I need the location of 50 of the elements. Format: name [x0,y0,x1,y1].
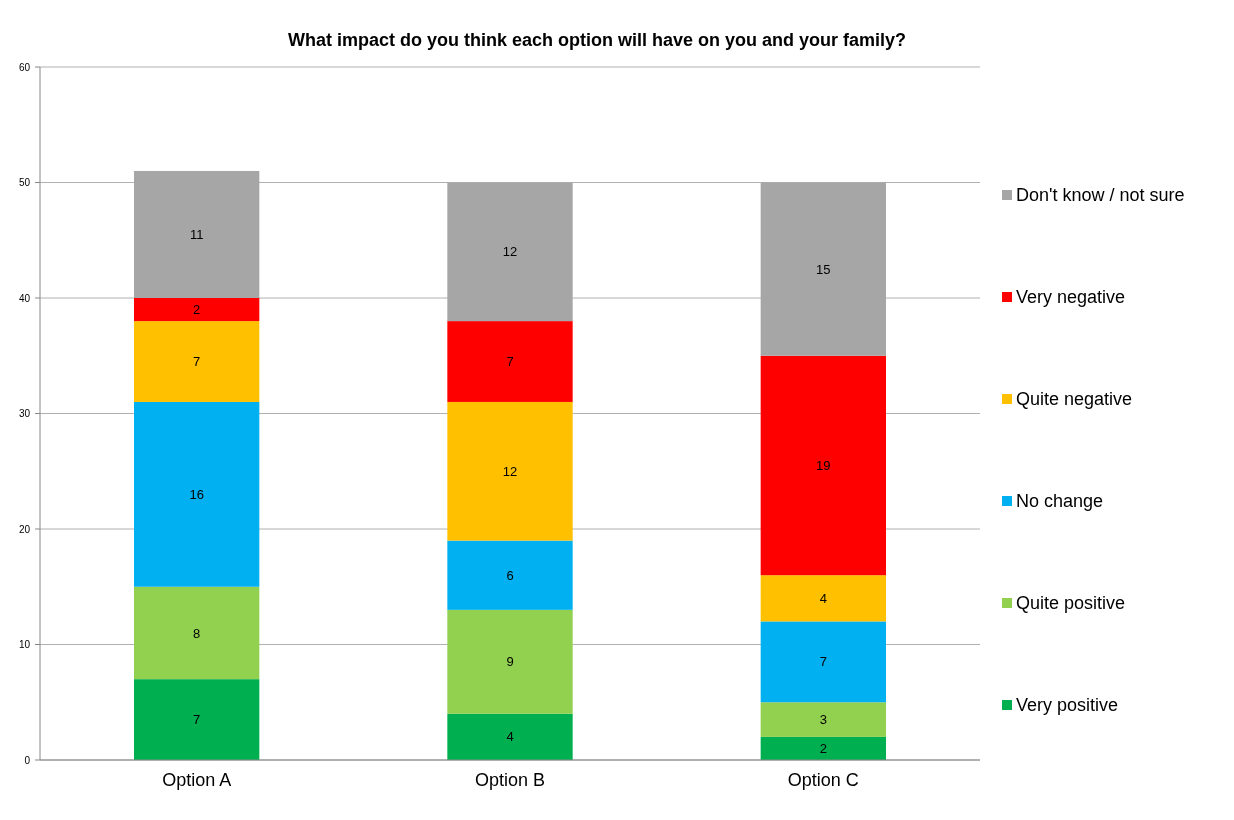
bar [760,355,886,576]
bar [760,621,886,703]
y-tick-label: 40 [18,292,31,304]
chart-title: What impact do you think each option will have on you and your family? [287,30,907,50]
y-tick-label: 20 [18,523,31,535]
legend-label: Quite positive [1016,593,1126,614]
legend-label: Don't know / not sure [1016,185,1185,206]
data-label: 7 [819,654,827,670]
data-label: 6 [506,567,514,583]
data-label: 2 [193,302,201,318]
legend-label: No change [1016,491,1104,512]
data-label: 9 [506,654,514,670]
data-label: 4 [819,590,827,606]
bar [447,401,573,541]
bar [760,575,886,622]
data-label: 7 [193,712,201,728]
bar [447,321,573,402]
data-label: 16 [189,486,204,502]
data-label: 3 [819,712,827,728]
legend-label: Very negative [1016,287,1126,308]
x-tick-label: Option C [787,770,859,790]
data-label: 12 [502,244,518,260]
data-label: 2 [819,741,827,756]
data-label: 7 [506,354,514,370]
y-tick-label: 10 [18,639,31,650]
data-label: 4 [506,729,514,745]
bar [447,609,573,714]
bar [760,702,886,737]
legend-label: Quite negative [1016,389,1133,410]
x-tick-label: Option A [162,770,232,790]
bar [134,401,260,587]
bar [447,540,573,610]
bar [134,679,260,760]
bar [134,586,260,680]
data-label: 12 [502,463,518,479]
bar [134,298,260,322]
y-tick-label: 50 [18,177,31,188]
data-label: 15 [816,261,831,277]
data-label: 7 [193,354,201,370]
x-tick-label: Option B [474,770,546,790]
data-label: 19 [816,458,831,474]
bar [134,321,260,402]
bar [447,713,573,760]
y-tick-label: 60 [18,61,31,73]
y-tick-label: 0 [24,754,31,766]
y-tick-label: 30 [18,408,31,419]
data-label: 8 [193,625,201,641]
bar [760,736,886,760]
legend-label: Very positive [1016,695,1119,716]
data-label: 11 [189,227,204,243]
